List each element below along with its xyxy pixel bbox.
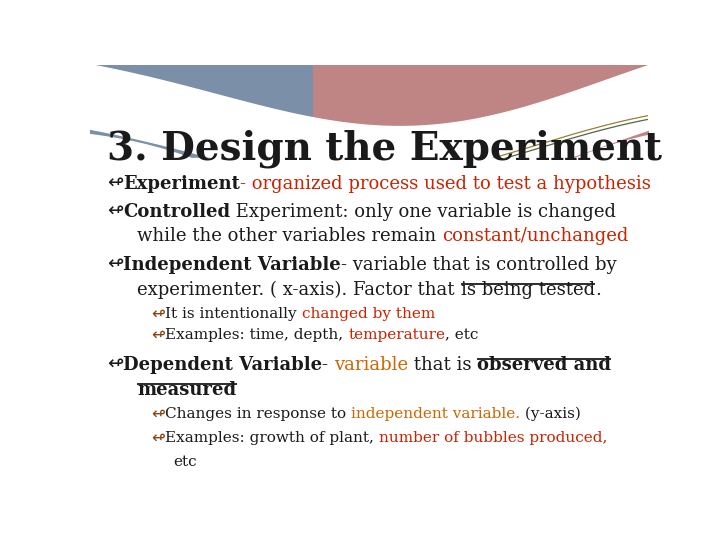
Text: Examples: time, depth,: Examples: time, depth,	[166, 328, 348, 342]
Text: temperature: temperature	[348, 328, 445, 342]
Text: .: .	[595, 281, 600, 299]
Text: independent variable.: independent variable.	[351, 407, 521, 421]
Text: that is: that is	[408, 356, 477, 374]
Text: ↫: ↫	[107, 354, 123, 373]
Text: experimenter. ( x-axis). Factor that: experimenter. ( x-axis). Factor that	[138, 281, 461, 299]
Text: ↫: ↫	[151, 326, 166, 344]
Text: , etc: , etc	[445, 328, 479, 342]
Text: It is intentionally: It is intentionally	[166, 307, 302, 321]
Text: measured: measured	[138, 381, 237, 399]
Text: ↫: ↫	[107, 254, 123, 273]
Text: ↫: ↫	[151, 429, 166, 447]
Text: Experiment: only one variable is changed: Experiment: only one variable is changed	[230, 203, 616, 221]
Text: observed and: observed and	[477, 356, 611, 374]
Text: number of bubbles produced,: number of bubbles produced,	[379, 431, 608, 445]
Text: ↫: ↫	[151, 305, 166, 323]
Text: Controlled: Controlled	[123, 203, 230, 221]
Text: Examples: growth of plant,: Examples: growth of plant,	[166, 431, 379, 445]
Text: Independent Variable: Independent Variable	[123, 256, 341, 274]
Text: Changes in response to: Changes in response to	[166, 407, 351, 421]
Text: constant/unchanged: constant/unchanged	[442, 227, 629, 245]
Text: 3. Design the Experiment: 3. Design the Experiment	[107, 129, 662, 168]
Text: ↫: ↫	[107, 173, 123, 192]
Text: - organized process used to test a hypothesis: - organized process used to test a hypot…	[240, 175, 651, 193]
Text: while the other variables remain: while the other variables remain	[138, 227, 442, 245]
Text: is being tested: is being tested	[461, 281, 595, 299]
Text: etc: etc	[174, 455, 197, 469]
Text: ↫: ↫	[107, 201, 123, 220]
Text: Dependent Variable: Dependent Variable	[123, 356, 323, 374]
Text: variable: variable	[334, 356, 408, 374]
Text: ↫: ↫	[151, 404, 166, 422]
Text: -: -	[323, 356, 334, 374]
Text: (y-axis): (y-axis)	[521, 407, 581, 421]
Text: changed by them: changed by them	[302, 307, 435, 321]
Text: Experiment: Experiment	[123, 175, 240, 193]
Text: - variable that is controlled by: - variable that is controlled by	[341, 256, 616, 274]
